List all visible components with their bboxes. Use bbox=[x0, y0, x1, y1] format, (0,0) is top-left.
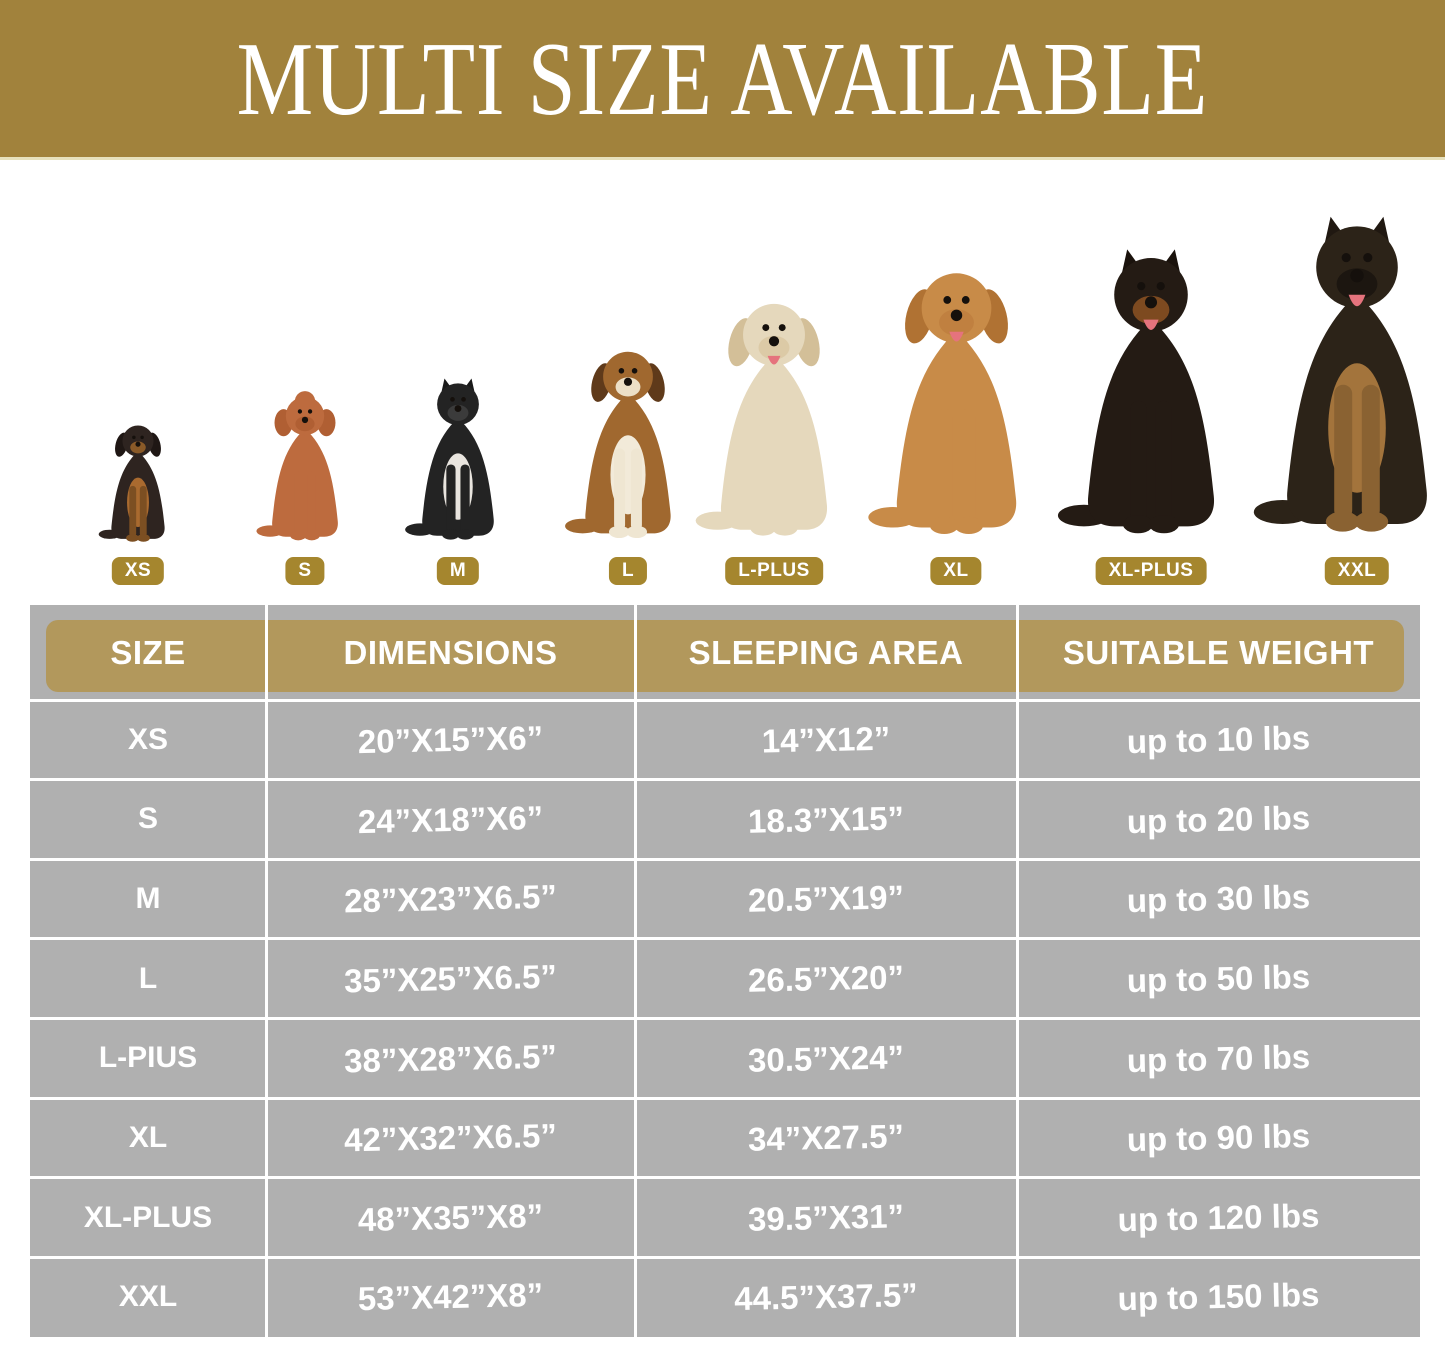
table-cell: 44.5”X37.5” bbox=[733, 1276, 919, 1318]
row-separator bbox=[30, 1017, 1420, 1020]
table-cell: XS bbox=[127, 722, 169, 756]
table-cell: up to 30 lbs bbox=[1126, 877, 1311, 920]
table-header-cell: SIZE bbox=[110, 633, 186, 671]
dog-image-golden-retriever bbox=[853, 261, 1060, 548]
table-cell: XXL bbox=[118, 1280, 178, 1314]
row-separator bbox=[30, 1096, 1420, 1100]
table-cell: XL bbox=[128, 1120, 168, 1154]
table-cell: up to 50 lbs bbox=[1126, 957, 1311, 999]
row-separator bbox=[30, 1255, 1420, 1259]
table-header-band bbox=[46, 620, 1404, 692]
row-separator bbox=[30, 937, 1420, 941]
table-cell: 53”X42”X8” bbox=[357, 1276, 544, 1318]
dog-image-beagle bbox=[554, 343, 702, 548]
table-cell: up to 120 lbs bbox=[1117, 1196, 1320, 1238]
table-cell: 24”X18”X6” bbox=[357, 798, 544, 840]
row-separator bbox=[30, 778, 1420, 782]
dog-image-cream-retriever bbox=[682, 293, 866, 548]
dog-image-french-bulldog bbox=[396, 376, 520, 548]
size-badge-m: M bbox=[436, 557, 480, 585]
size-badge-xl-plus: XL-PLUS bbox=[1095, 557, 1207, 585]
table-cell: L-PIUS bbox=[98, 1041, 198, 1075]
page-title: MULTI SIZE AVAILABLE bbox=[236, 20, 1209, 137]
title-banner: MULTI SIZE AVAILABLE bbox=[0, 0, 1445, 160]
dog-image-dachshund bbox=[92, 420, 184, 548]
size-badge-l: L bbox=[608, 557, 648, 585]
size-badge-s: S bbox=[285, 557, 325, 585]
table-cell: up to 20 lbs bbox=[1126, 798, 1311, 840]
table-header-cell: SLEEPING AREA bbox=[688, 633, 964, 671]
row-separator bbox=[30, 1176, 1420, 1180]
dog-image-german-shepherd bbox=[1236, 212, 1445, 548]
table-cell: 14”X12” bbox=[761, 719, 891, 760]
table-cell: up to 150 lbs bbox=[1117, 1275, 1320, 1318]
table-cell: 35”X25”X6.5” bbox=[343, 957, 558, 1000]
table-cell: 39.5”X31” bbox=[747, 1196, 905, 1238]
column-separator bbox=[264, 605, 268, 1337]
table-cell: 20”X15”X6” bbox=[357, 718, 544, 760]
size-badge-xl: XL bbox=[930, 557, 982, 585]
table-cell: 42”X32”X6.5” bbox=[343, 1116, 558, 1159]
table-cell: up to 90 lbs bbox=[1126, 1116, 1311, 1159]
table-cell: 28”X23”X6.5” bbox=[343, 877, 558, 920]
table-cell: 18.3”X15” bbox=[747, 798, 905, 840]
table-cell: 20.5”X19” bbox=[747, 878, 905, 919]
table-cell: 34”X27.5” bbox=[747, 1117, 905, 1158]
table-cell: 38”X28”X6.5” bbox=[343, 1036, 558, 1079]
table-cell: 30.5”X24” bbox=[747, 1037, 905, 1079]
table-cell: up to 70 lbs bbox=[1126, 1037, 1311, 1079]
table-cell: 26.5”X20” bbox=[747, 957, 905, 999]
column-separator bbox=[633, 605, 637, 1337]
table-header-cell: SUITABLE WEIGHT bbox=[1062, 633, 1375, 671]
table-cell: XL-PLUS bbox=[83, 1200, 213, 1234]
table-cell: L bbox=[138, 961, 158, 995]
row-separator bbox=[30, 857, 1420, 861]
size-badge-l-plus: L-PLUS bbox=[725, 557, 823, 585]
table-cell: 48”X35”X8” bbox=[357, 1196, 544, 1238]
dog-image-toy-poodle bbox=[248, 390, 362, 548]
size-badge-xs: XS bbox=[111, 557, 165, 585]
size-badge-xxl: XXL bbox=[1324, 557, 1390, 585]
table-cell: S bbox=[137, 802, 158, 836]
table-header-cell: DIMENSIONS bbox=[343, 633, 558, 671]
table-cell: up to 10 lbs bbox=[1126, 718, 1311, 760]
table-cell: M bbox=[135, 882, 161, 916]
column-separator bbox=[1015, 605, 1019, 1337]
size-table: SIZE DIMENSIONS SLEEPING AREA SUITABLE WEIG… bbox=[30, 605, 1420, 1337]
row-separator bbox=[30, 698, 1420, 702]
dog-image-doberman bbox=[1042, 245, 1260, 548]
